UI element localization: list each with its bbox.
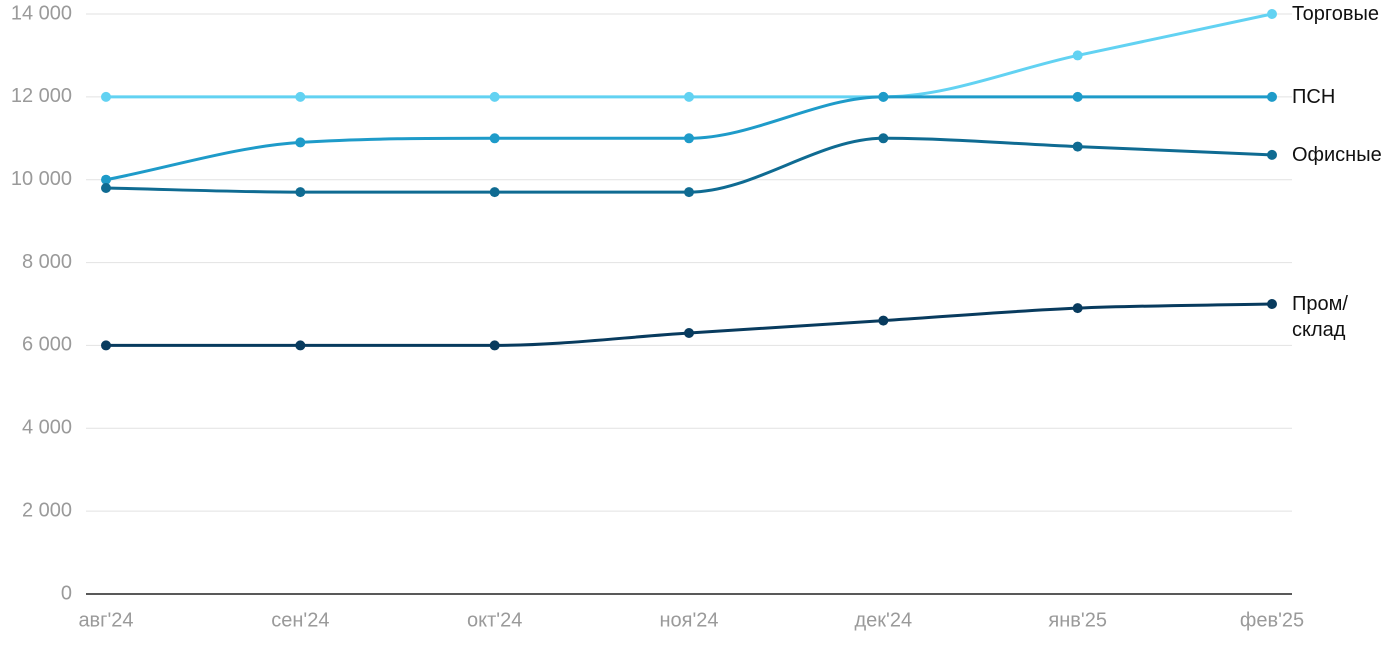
point <box>1267 91 1277 102</box>
point <box>101 174 111 185</box>
line <box>106 302 1273 347</box>
point <box>1072 91 1083 102</box>
legend-label: Офисные <box>1292 143 1382 166</box>
y-tick-label: 10 000 <box>11 168 72 190</box>
line <box>106 12 1273 99</box>
point <box>1267 9 1277 19</box>
x-tick-label: дек'24 <box>855 609 913 631</box>
point <box>101 91 111 102</box>
point <box>878 133 889 144</box>
y-tick-label: 14 000 <box>11 2 72 24</box>
legend-label: ПСН <box>1292 85 1336 108</box>
point <box>295 187 306 198</box>
point <box>684 328 694 338</box>
point <box>489 91 500 102</box>
x-tick-label: авг'24 <box>78 609 133 631</box>
point <box>1072 141 1083 152</box>
point <box>489 340 500 351</box>
point <box>1072 50 1083 61</box>
point <box>878 315 889 326</box>
x-tick-label: сен'24 <box>271 609 329 631</box>
point <box>101 340 111 351</box>
point <box>1072 303 1083 314</box>
point <box>1267 149 1277 160</box>
point <box>684 187 694 198</box>
point <box>1267 299 1277 309</box>
y-tick-label: 0 <box>61 582 72 604</box>
point <box>684 133 694 144</box>
point <box>878 91 889 102</box>
point <box>295 137 306 148</box>
x-tick-label: окт'24 <box>467 609 522 631</box>
point <box>295 91 306 102</box>
point <box>489 187 500 198</box>
point <box>295 340 306 351</box>
legend-label: Пром/ склад <box>1292 293 1348 341</box>
point <box>101 183 111 193</box>
y-tick-label: 4 000 <box>22 417 72 439</box>
point <box>684 91 694 102</box>
line <box>105 136 1273 194</box>
x-tick-label: фев'25 <box>1240 609 1304 631</box>
x-tick-label: янв'25 <box>1048 609 1107 631</box>
y-tick-label: 8 000 <box>22 251 72 273</box>
legend-label: Торговые <box>1292 3 1380 25</box>
y-tick-label: 12 000 <box>11 85 72 107</box>
y-tick-label: 6 000 <box>22 334 72 356</box>
point <box>489 133 500 144</box>
x-tick-label: ноя'24 <box>659 609 718 631</box>
y-tick-label: 2 000 <box>22 499 72 521</box>
